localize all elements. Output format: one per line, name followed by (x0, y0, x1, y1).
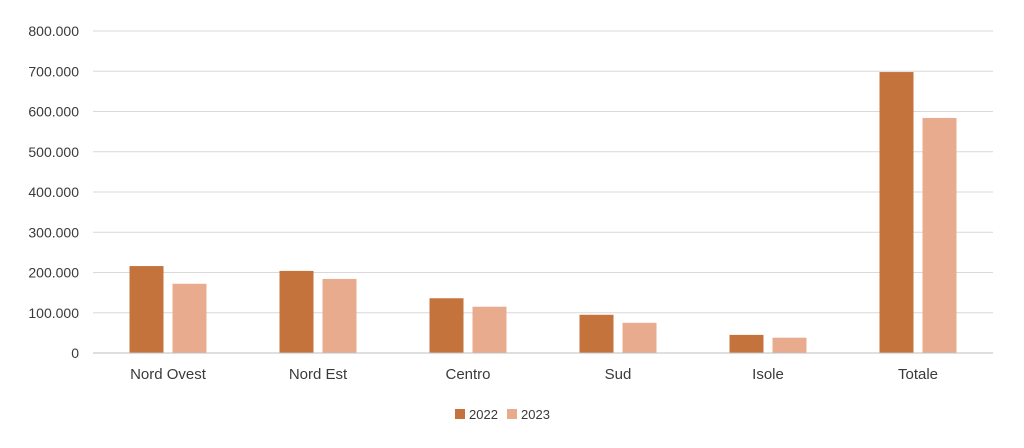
legend-label-2022: 2022 (469, 407, 498, 422)
bar-2023-isole (772, 337, 807, 353)
y-tick-label: 100.000 (28, 305, 79, 321)
x-category-label: Nord Ovest (130, 366, 207, 383)
x-category-label: Totale (898, 366, 938, 383)
bar-2023-nord-ovest (172, 283, 207, 353)
bar-2023-totale (922, 117, 957, 353)
y-tick-label: 400.000 (28, 184, 79, 200)
legend-label-2023: 2023 (521, 407, 550, 422)
y-axis-ticks: 0 100.000 200.000 300.000 400.000 500.000 600.… (28, 23, 79, 361)
y-tick-label: 0 (71, 345, 79, 361)
bar-2022-nord-est (279, 270, 314, 353)
bar-2022-centro (429, 298, 464, 353)
bar-2022-sud (579, 314, 614, 353)
y-tick-label: 800.000 (28, 23, 79, 39)
x-category-label: Isole (752, 366, 784, 383)
bar-2022-totale (879, 72, 914, 354)
bar-2023-nord-est (322, 278, 357, 353)
legend: 2022 2023 (455, 407, 550, 422)
y-tick-label: 200.000 (28, 265, 79, 281)
y-tick-label: 700.000 (28, 63, 79, 79)
x-axis-categories: Nord Ovest Nord Est Centro Sud Isole Totale (130, 366, 938, 383)
legend-swatch-2022 (455, 409, 465, 419)
bar-2022-isole (729, 334, 764, 353)
x-category-label: Centro (445, 366, 490, 383)
bar-2023-sud (622, 322, 657, 353)
legend-swatch-2023 (507, 409, 517, 419)
x-category-label: Sud (605, 366, 632, 383)
y-tick-label: 600.000 (28, 104, 79, 120)
y-tick-label: 300.000 (28, 224, 79, 240)
y-tick-label: 500.000 (28, 144, 79, 160)
bars (129, 72, 957, 354)
bar-2022-nord-ovest (129, 266, 164, 353)
bar-2023-centro (472, 306, 507, 353)
x-category-label: Nord Est (289, 366, 348, 383)
gridlines (93, 30, 993, 314)
